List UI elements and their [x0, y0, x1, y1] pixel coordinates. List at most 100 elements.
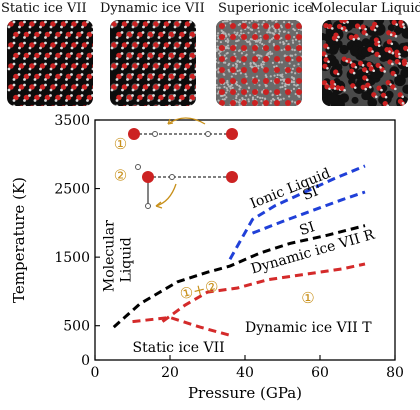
hydrogen-atom [257, 79, 260, 82]
hydrogen-atom [238, 60, 241, 64]
hydrogen-atom [33, 78, 37, 81]
oxygen-atom [230, 23, 236, 29]
hydrogen-atom [194, 73, 196, 76]
hydrogen-atom [23, 62, 26, 66]
hydrogen-atom [157, 104, 161, 106]
hydrogen-atom [189, 20, 192, 24]
hydrogen-atom [110, 25, 114, 29]
hydrogen-atom [216, 32, 220, 35]
hydrogen-atom [238, 98, 241, 102]
hydrogen-atom [54, 83, 58, 87]
hydrogen-atom [364, 87, 368, 91]
annotation-label: Dynamic ice VII T [245, 320, 372, 336]
hydrogen-atom [12, 78, 16, 81]
oxygen-atom [219, 23, 225, 29]
hydrogen-atom [283, 30, 286, 33]
hydrogen-atom [173, 67, 177, 71]
hydrogen-atom [269, 90, 272, 93]
oxygen-atom [175, 105, 179, 106]
hydrogen-atom [39, 88, 42, 92]
hydrogen-atom [168, 83, 171, 87]
hydrogen-atom [217, 67, 220, 70]
oxygen-atom [39, 42, 46, 48]
hydrogen-atom [236, 69, 239, 73]
oxygen-atom [121, 42, 128, 48]
hydrogen-atom [386, 104, 390, 106]
hydrogen-atom [147, 62, 150, 66]
hydrogen-atom [65, 57, 68, 60]
hydrogen-atom [227, 39, 230, 42]
hydrogen-atom [297, 63, 300, 66]
hydrogen-atom [273, 65, 276, 68]
hydrogen-atom [274, 20, 277, 23]
oxygen-atom [65, 94, 72, 101]
hydrogen-atom [178, 57, 182, 60]
hydrogen-atom [262, 63, 265, 66]
oxygen-atom [285, 100, 291, 106]
hydrogen-atom [178, 104, 182, 106]
hydrogen-atom [131, 88, 135, 92]
oxygen-atom [137, 94, 143, 101]
oxygen-atom [398, 20, 404, 26]
oxygen-atom [371, 92, 377, 98]
hydrogen-atom [264, 74, 267, 77]
hydrogen-atom [86, 83, 89, 87]
oxygen-atom [154, 105, 158, 106]
hydrogen-atom [254, 63, 257, 66]
hydrogen-atom [152, 25, 156, 29]
hydrogen-atom [91, 94, 93, 97]
oxygen-atom [241, 78, 247, 84]
hydrogen-atom [147, 36, 150, 39]
hydrogen-atom [91, 88, 93, 92]
oxygen-atom [55, 94, 61, 101]
oxygen-atom [274, 45, 280, 51]
oxygen-atom [92, 85, 93, 89]
hydrogen-atom [255, 64, 258, 68]
oxygen-atom [365, 82, 371, 88]
hydrogen-atom [120, 31, 124, 34]
hydrogen-atom [401, 95, 405, 99]
oxygen-atom [50, 84, 56, 90]
hydrogen-atom [391, 51, 395, 55]
hydrogen-atom [340, 27, 344, 30]
hydrogen-atom [75, 36, 79, 39]
hydrogen-atom [256, 95, 259, 99]
oxygen-atom [263, 45, 269, 51]
void [387, 24, 395, 32]
hydrogen-atom [91, 52, 93, 55]
hydrogen-atom [365, 33, 368, 36]
oxygen-atom [65, 73, 72, 80]
hydrogen-atom [398, 55, 401, 59]
hydrogen-atom [157, 41, 161, 45]
hydrogen-atom [261, 96, 264, 100]
hydrogen-atom [168, 36, 171, 39]
hydrogen-atom [262, 20, 265, 24]
oxygen-atom [174, 84, 180, 90]
hydrogen-atom [183, 73, 187, 76]
hydrogen-atom [245, 94, 248, 97]
oxygen-atom [252, 23, 258, 29]
hydrogen-atom [136, 83, 140, 87]
hydrogen-atom [75, 104, 79, 106]
hydrogen-atom [126, 36, 129, 39]
hydrogen-atom [38, 52, 42, 55]
hydrogen-atom [60, 25, 63, 29]
hydrogen-atom [168, 20, 171, 24]
oxygen-atom [195, 64, 196, 68]
hydrogen-atom [60, 46, 63, 50]
hydrogen-atom [18, 67, 21, 71]
oxygen-atom [333, 32, 339, 38]
hydrogen-atom [223, 54, 226, 57]
hydrogen-atom [279, 86, 282, 89]
hydrogen-atom [60, 88, 63, 92]
hydrogen-atom [75, 41, 79, 45]
oxygen-atom [147, 31, 154, 38]
hydrogen-atom [258, 54, 261, 57]
oxygen-atom [132, 42, 138, 48]
hydrogen-atom [243, 62, 246, 65]
hydrogen-atom [12, 83, 16, 87]
hydrogen-atom [189, 41, 192, 45]
oxygen-atom [34, 52, 40, 59]
hydrogen-atom [257, 26, 260, 30]
hydrogen-atom [157, 99, 161, 102]
